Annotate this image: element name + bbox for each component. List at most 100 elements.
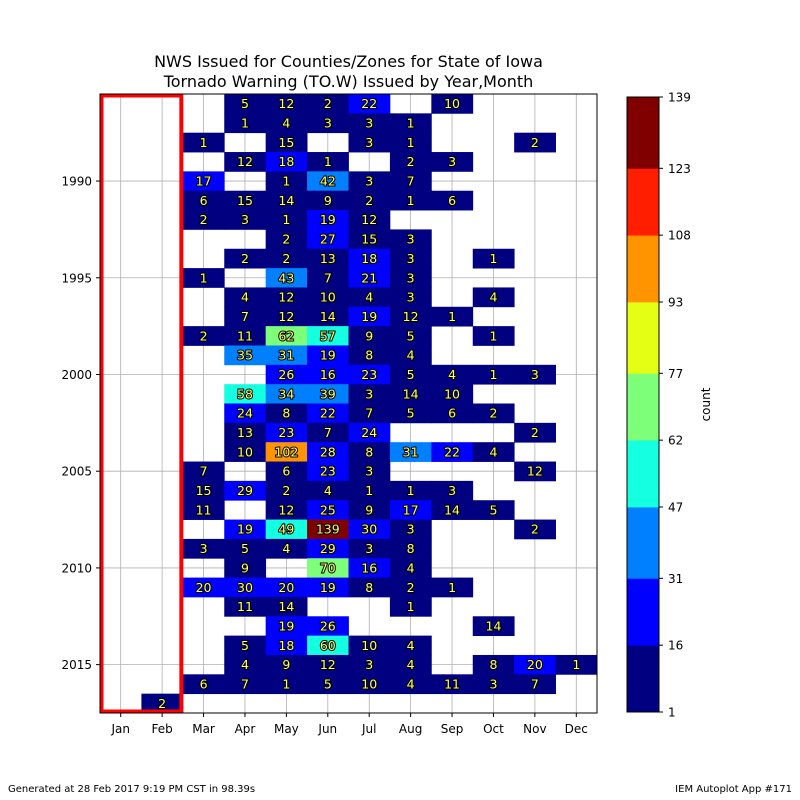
x-tick-label: Oct bbox=[483, 722, 504, 736]
cell-value-label: 28 bbox=[320, 444, 336, 459]
cell-value-label: 1 bbox=[448, 580, 456, 595]
cell-value-label: 7 bbox=[531, 676, 539, 691]
heatmap-cell bbox=[514, 674, 556, 695]
cell-value-label: 2 bbox=[200, 212, 208, 227]
heatmap-cell bbox=[265, 442, 308, 462]
cell-value-label: 3 bbox=[324, 116, 332, 131]
cell-value-label: 14 bbox=[278, 599, 294, 614]
cell-value-label: 2 bbox=[158, 696, 166, 711]
heatmap-cell bbox=[307, 326, 349, 346]
heatmap-cell bbox=[307, 558, 349, 578]
heatmap-cell bbox=[182, 190, 225, 211]
heatmap-cell bbox=[307, 384, 349, 404]
cell-value-label: 1 bbox=[282, 212, 290, 227]
heatmap-cell bbox=[307, 210, 349, 230]
heatmap-cell bbox=[389, 113, 432, 134]
heatmap-cell bbox=[348, 229, 391, 250]
cell-value-label: 1 bbox=[407, 599, 415, 614]
cell-value-label: 1 bbox=[365, 483, 373, 498]
x-tick-label: Jan bbox=[110, 722, 130, 736]
cell-value-label: 7 bbox=[324, 425, 332, 440]
y-tick-label: 2000 bbox=[61, 368, 92, 382]
heatmap-cell bbox=[265, 345, 308, 366]
cell-value-label: 4 bbox=[407, 638, 415, 653]
heatmap-cell bbox=[389, 132, 432, 153]
cell-value-label: 19 bbox=[237, 522, 253, 537]
heatmap-cell bbox=[389, 596, 432, 617]
heatmap-cell bbox=[265, 596, 308, 617]
footer-generated: Generated at 28 Feb 2017 9:19 PM CST in … bbox=[8, 784, 256, 795]
heatmap-cell bbox=[265, 538, 308, 559]
cell-value-label: 1 bbox=[489, 328, 497, 343]
heatmap-cell bbox=[224, 674, 267, 695]
cell-value-label: 1 bbox=[200, 270, 208, 285]
cell-value-label: 3 bbox=[531, 367, 539, 382]
heatmap-cell bbox=[224, 442, 267, 462]
heatmap-cell bbox=[265, 287, 308, 308]
heatmap-cell bbox=[348, 248, 391, 269]
cell-value-label: 5 bbox=[407, 328, 415, 343]
cell-value-label: 18 bbox=[361, 251, 377, 266]
heatmap-cell bbox=[348, 442, 391, 462]
heatmap-cell bbox=[348, 287, 391, 308]
colorbar-tick-label: 16 bbox=[668, 639, 683, 653]
cell-value-label: 3 bbox=[407, 251, 415, 266]
heatmap-cell bbox=[265, 94, 308, 114]
heatmap-cell bbox=[307, 616, 349, 637]
cell-value-label: 7 bbox=[407, 174, 415, 189]
heatmap-cell bbox=[307, 538, 349, 559]
heatmap-cell bbox=[224, 94, 267, 114]
cell-value-label: 43 bbox=[278, 270, 294, 285]
heatmap-cell bbox=[431, 306, 474, 327]
heatmap-cell bbox=[348, 171, 391, 192]
cell-value-label: 2 bbox=[282, 232, 290, 247]
heatmap-cell bbox=[472, 674, 515, 695]
heatmap-cell bbox=[514, 519, 556, 540]
heatmap-cell bbox=[224, 345, 267, 366]
cell-value-label: 23 bbox=[320, 464, 336, 479]
heatmap-cell bbox=[389, 577, 432, 598]
cell-value-label: 30 bbox=[361, 522, 377, 537]
heatmap-cell bbox=[389, 480, 432, 501]
heatmap-cell bbox=[307, 229, 349, 250]
heatmap-cell bbox=[389, 287, 432, 308]
cell-value-label: 8 bbox=[282, 406, 290, 421]
cell-value-label: 39 bbox=[320, 386, 336, 401]
heatmap-cell bbox=[389, 403, 432, 424]
heatmap-cell bbox=[389, 558, 432, 578]
colorbar-tick-label: 93 bbox=[668, 296, 683, 310]
cell-value-label: 5 bbox=[241, 638, 249, 653]
cell-value-label: 14 bbox=[444, 502, 460, 517]
heatmap-cell bbox=[182, 500, 225, 520]
cell-value-label: 22 bbox=[361, 96, 377, 111]
heatmap-cell bbox=[431, 94, 474, 114]
cell-value-label: 14 bbox=[486, 618, 502, 633]
colorbar-tick-label: 139 bbox=[668, 91, 691, 105]
heatmap-cell bbox=[307, 190, 349, 211]
cell-value-label: 12 bbox=[361, 212, 377, 227]
heatmap-cell bbox=[348, 132, 391, 153]
heatmap-cell bbox=[265, 403, 308, 424]
heatmap-cell bbox=[348, 519, 391, 540]
cell-value-label: 29 bbox=[320, 541, 336, 556]
cell-value-label: 29 bbox=[237, 483, 253, 498]
heatmap-cell bbox=[348, 326, 391, 346]
heatmap-cell bbox=[265, 113, 308, 134]
heatmap-cell bbox=[265, 210, 308, 230]
cell-value-label: 24 bbox=[237, 406, 253, 421]
heatmap-cell bbox=[348, 268, 391, 288]
cell-value-label: 15 bbox=[237, 193, 253, 208]
cell-value-label: 4 bbox=[282, 541, 290, 556]
colorbar-segment bbox=[627, 578, 659, 646]
heatmap-cell bbox=[389, 152, 432, 172]
heatmap-cell bbox=[472, 287, 515, 308]
cell-value-label: 10 bbox=[444, 96, 460, 111]
cell-value-label: 2 bbox=[365, 193, 373, 208]
cell-value-label: 31 bbox=[403, 444, 419, 459]
heatmap-cell bbox=[348, 500, 391, 520]
axis-layer: Jan Feb Mar Apr May Jun Jul Aug Sep Oct Nov Dec 1990… bbox=[61, 93, 598, 736]
heatmap-cell bbox=[265, 616, 308, 637]
cell-value-label: 20 bbox=[196, 580, 212, 595]
heatmap-cell bbox=[265, 326, 308, 346]
heatmap-cell bbox=[265, 229, 308, 250]
